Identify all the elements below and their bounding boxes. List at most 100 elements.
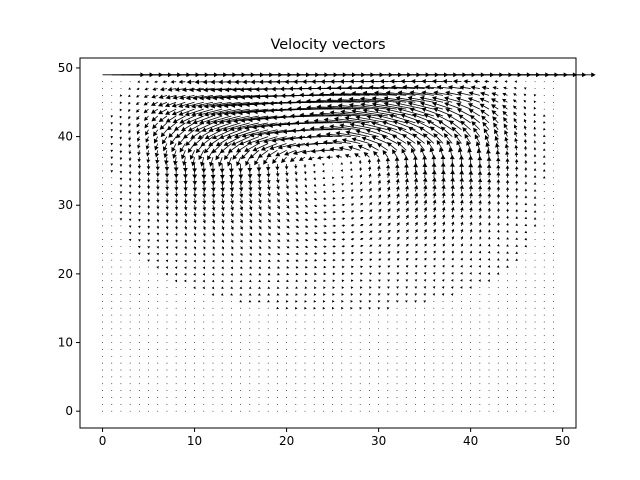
vector-arrow: [543, 369, 545, 371]
vector-arrow: [129, 81, 131, 83]
vector-arrow: [424, 348, 426, 350]
vector-arrow: [166, 287, 168, 289]
vector-arrow: [304, 211, 309, 215]
vector-arrow: [102, 287, 103, 289]
vector-arrow: [249, 390, 251, 392]
vector-arrow: [525, 321, 527, 323]
vector-arrow: [184, 272, 187, 276]
vector-arrow: [128, 115, 131, 120]
vector-arrow: [230, 362, 232, 364]
vector-arrow: [230, 225, 234, 231]
vector-arrow: [119, 108, 123, 112]
vector-arrow: [230, 279, 234, 283]
vector-arrow: [442, 362, 444, 364]
vector-arrow: [414, 257, 418, 261]
vector-arrow: [184, 376, 186, 378]
vector-arrow: [221, 232, 225, 237]
vector-arrow: [313, 321, 315, 323]
vector-arrow: [479, 403, 481, 405]
vector-arrow: [110, 136, 114, 139]
vector-arrow: [493, 122, 499, 130]
vector-arrow: [506, 314, 508, 316]
vector-arrow: [166, 335, 168, 337]
vector-arrow: [203, 369, 205, 371]
vector-arrow: [154, 80, 158, 84]
vector-arrow: [351, 137, 370, 144]
vector-arrow: [137, 170, 141, 176]
vector-arrow: [162, 143, 168, 152]
vector-arrow: [369, 202, 373, 206]
vector-arrow: [164, 164, 170, 172]
vector-arrow: [230, 383, 232, 385]
vector-arrow: [156, 212, 160, 216]
vector-arrow: [267, 369, 269, 371]
vector-arrow: [443, 133, 453, 144]
vector-arrow: [128, 198, 132, 202]
vector-arrow: [201, 184, 207, 192]
vector-arrow: [286, 328, 288, 330]
vector-arrow: [350, 244, 355, 248]
vector-arrow: [276, 376, 278, 378]
vector-arrow: [360, 258, 364, 262]
vector-arrow: [470, 321, 472, 323]
vector-arrow: [396, 307, 398, 309]
vector-arrow: [304, 299, 307, 303]
vector-arrow: [174, 259, 178, 263]
vector-arrow: [158, 115, 168, 123]
vector-arrow: [460, 257, 463, 261]
vector-arrow: [175, 300, 177, 302]
vector-arrow: [111, 376, 113, 378]
vector-arrow: [161, 136, 168, 145]
vector-arrow: [442, 250, 445, 254]
vector-arrow: [240, 232, 243, 237]
vector-arrow: [506, 335, 508, 337]
vector-arrow: [497, 335, 499, 337]
vector-arrow: [175, 307, 177, 309]
vector-arrow: [111, 108, 113, 110]
vector-arrow: [524, 174, 528, 178]
vector-arrow: [524, 188, 528, 192]
vector-arrow: [514, 80, 518, 84]
vector-arrow: [172, 95, 186, 100]
vector-arrow: [350, 376, 352, 378]
vector-arrow: [212, 328, 214, 330]
vector-arrow: [460, 264, 463, 268]
vector-arrow: [212, 369, 214, 371]
vector-arrow: [137, 239, 141, 242]
vector-arrow: [438, 147, 444, 158]
vector-arrow: [156, 246, 160, 249]
vector-arrow: [543, 218, 545, 220]
vector-arrow: [111, 342, 113, 343]
vector-arrow: [433, 328, 435, 330]
vector-arrow: [240, 307, 242, 309]
vector-arrow: [506, 194, 510, 199]
vector-arrow: [128, 87, 131, 90]
vector-arrow: [144, 87, 149, 91]
vector-arrow: [442, 221, 446, 226]
vector-arrow: [421, 90, 444, 96]
vector-arrow: [172, 115, 186, 123]
vector-arrow: [505, 172, 510, 178]
vector-arrow: [203, 403, 205, 405]
vector-arrow: [157, 280, 159, 282]
vector-arrow: [178, 108, 195, 116]
vector-arrow: [194, 321, 196, 323]
vector-arrow: [203, 294, 205, 295]
vector-arrow: [258, 328, 260, 330]
vector-arrow: [478, 192, 482, 199]
vector-arrow: [249, 266, 252, 269]
vector-arrow: [111, 177, 113, 179]
vector-arrow: [401, 148, 407, 158]
vector-arrow: [359, 383, 361, 385]
vector-arrow: [433, 383, 435, 385]
vector-arrow: [102, 108, 103, 110]
vector-arrow: [173, 170, 179, 179]
vector-arrow: [286, 204, 290, 209]
vector-arrow: [211, 143, 223, 154]
vector-arrow: [387, 369, 389, 371]
vector-arrow: [211, 279, 215, 283]
vector-arrow: [201, 164, 207, 174]
vector-arrow: [138, 355, 140, 357]
vector-arrow: [341, 244, 346, 248]
vector-arrow: [340, 169, 343, 172]
